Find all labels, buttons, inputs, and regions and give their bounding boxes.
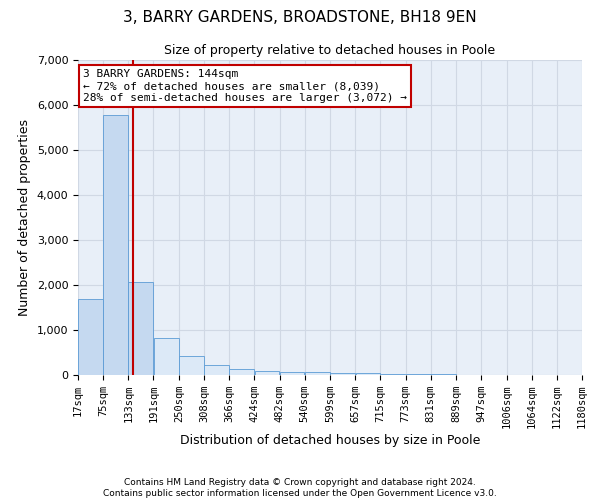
Bar xyxy=(103,115,128,375)
Bar xyxy=(154,338,179,375)
Bar xyxy=(356,373,380,375)
Bar xyxy=(179,356,204,375)
Text: Contains HM Land Registry data © Crown copyright and database right 2024.
Contai: Contains HM Land Registry data © Crown c… xyxy=(103,478,497,498)
Bar xyxy=(78,300,103,375)
Title: Size of property relative to detached houses in Poole: Size of property relative to detached ho… xyxy=(164,44,496,58)
Bar xyxy=(305,372,330,375)
Text: 3, BARRY GARDENS, BROADSTONE, BH18 9EN: 3, BARRY GARDENS, BROADSTONE, BH18 9EN xyxy=(123,10,477,25)
Bar xyxy=(381,374,406,375)
Bar xyxy=(280,372,304,375)
X-axis label: Distribution of detached houses by size in Poole: Distribution of detached houses by size … xyxy=(180,434,480,447)
Text: 3 BARRY GARDENS: 144sqm
← 72% of detached houses are smaller (8,039)
28% of semi: 3 BARRY GARDENS: 144sqm ← 72% of detache… xyxy=(83,70,407,102)
Bar xyxy=(331,373,355,375)
Bar xyxy=(205,365,229,375)
Bar xyxy=(431,374,455,375)
Bar xyxy=(406,374,431,375)
Bar xyxy=(254,371,279,375)
Bar xyxy=(229,369,254,375)
Bar xyxy=(128,282,153,375)
Y-axis label: Number of detached properties: Number of detached properties xyxy=(18,119,31,316)
